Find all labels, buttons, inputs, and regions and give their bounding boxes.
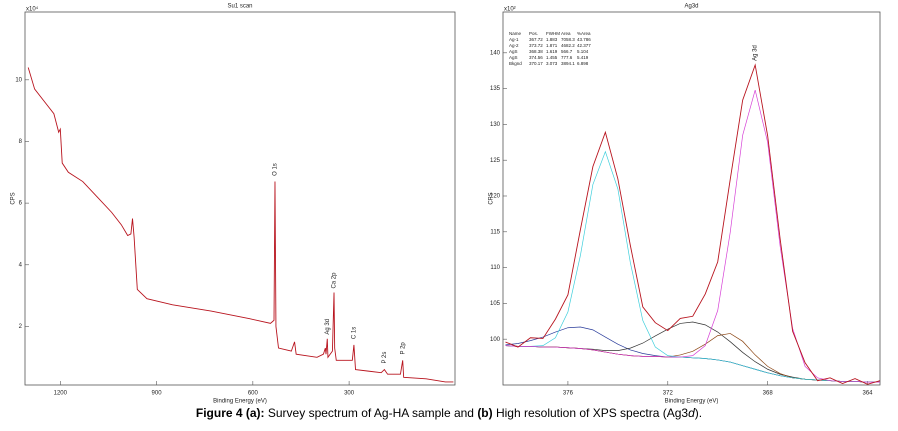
spectrum-line xyxy=(505,326,880,383)
table-cell: 373.72 xyxy=(529,43,543,48)
y-tick-label: 6 xyxy=(19,201,23,207)
x-axis-label: Binding Energy (eV) xyxy=(213,399,267,405)
table-cell: 3894.1 xyxy=(561,61,575,66)
table-cell: Bkgnd xyxy=(509,61,522,66)
table-cell: 1.619 xyxy=(546,49,558,54)
table-cell: 1.455 xyxy=(546,55,558,60)
table-header: FWHM xyxy=(546,31,560,36)
peak-label: P 2s xyxy=(382,352,388,364)
spectrum-line xyxy=(505,321,880,383)
caption-part: High resolution of XPS spectra (Ag3 xyxy=(493,406,689,420)
peak-label: Ca 2p xyxy=(332,272,338,289)
y-tick-label: 10 xyxy=(15,77,22,83)
table-cell: 4682.2 xyxy=(561,43,575,48)
x-tick-label: 1200 xyxy=(54,391,68,397)
plot-frame xyxy=(502,11,881,386)
y-tick-label: 135 xyxy=(490,86,501,92)
spectrum-line xyxy=(505,89,880,383)
y-tick-label: 130 xyxy=(490,122,501,128)
y-tick-label: 120 xyxy=(490,194,501,200)
table-cell: 368.38 xyxy=(529,49,543,54)
peak-label: Ag 3d xyxy=(753,45,759,61)
table-cell: 374.56 xyxy=(529,55,543,60)
table-cell: AgS xyxy=(509,49,518,54)
table-cell: 5.104 xyxy=(577,49,589,54)
table-header: Name xyxy=(509,31,522,36)
x-tick-label: 368 xyxy=(763,391,774,397)
x-tick-label: 376 xyxy=(563,391,574,397)
caption: Figure 4 (a): Survey spectrum of Ag-HA s… xyxy=(196,406,702,420)
y-axis-label: CPS xyxy=(489,192,495,204)
table-cell: AgS xyxy=(509,55,518,60)
table-cell: Ag-2 xyxy=(509,43,519,48)
peak-label: O 1s xyxy=(273,163,279,176)
peak-label: Ag 3d xyxy=(325,319,331,335)
x-tick-label: 364 xyxy=(863,391,874,397)
peak-label: P 2p xyxy=(400,342,406,355)
y-tick-label: 115 xyxy=(490,229,500,235)
x-tick-label: 600 xyxy=(248,391,259,397)
table-cell: Ag-1 xyxy=(509,37,519,42)
table-cell: 3.073 xyxy=(546,61,558,66)
table-cell: 5.419 xyxy=(577,55,589,60)
y-tick-label: 110 xyxy=(490,265,500,271)
spectrum-line xyxy=(27,67,454,383)
caption-part: (b) xyxy=(477,406,492,420)
plot-frame xyxy=(24,11,456,386)
y-tick-label: 4 xyxy=(19,262,23,268)
x-tick-label: 900 xyxy=(152,391,163,397)
y-tick-label: 140 xyxy=(490,50,501,56)
x-tick-label: 372 xyxy=(663,391,674,397)
caption-part: ). xyxy=(695,406,702,420)
table-cell: 43.786 xyxy=(577,37,591,42)
table-cell: 1.883 xyxy=(546,37,558,42)
table-cell: 777.6 xyxy=(561,55,573,60)
x-axis-label: Binding Energy (eV) xyxy=(665,399,719,405)
chart-title: Ag3d xyxy=(684,4,698,10)
y-tick-label: 105 xyxy=(490,301,501,307)
y-multiplier: x10² xyxy=(504,7,516,13)
table-cell: 42.377 xyxy=(577,43,591,48)
table-header: %Area xyxy=(577,31,591,36)
caption-part: d xyxy=(688,406,695,420)
table-header: Pos. xyxy=(529,31,538,36)
y-axis-label: CPS xyxy=(11,192,17,204)
y-tick-label: 100 xyxy=(490,337,501,343)
spectrum-line xyxy=(505,63,881,385)
y-tick-label: 8 xyxy=(19,139,23,145)
table-header: Area xyxy=(561,31,571,36)
peak-label: C 1s xyxy=(351,327,357,339)
x-tick-label: 300 xyxy=(344,391,355,397)
table-cell: 367.72 xyxy=(529,37,543,42)
table-cell: 7058.3 xyxy=(561,37,575,42)
chart-title: Su1 scan xyxy=(227,4,252,10)
caption-part: Survey spectrum of Ag-HA sample and xyxy=(265,406,478,420)
table-cell: 6.898 xyxy=(577,61,589,66)
table-cell: 370.17 xyxy=(529,61,543,66)
table-cell: 566.7 xyxy=(561,49,573,54)
y-tick-label: 2 xyxy=(19,324,23,330)
table-cell: 1.871 xyxy=(546,43,558,48)
y-multiplier: x10⁴ xyxy=(26,6,39,13)
y-tick-label: 125 xyxy=(490,158,501,164)
caption-part: Figure 4 (a): xyxy=(196,406,265,420)
